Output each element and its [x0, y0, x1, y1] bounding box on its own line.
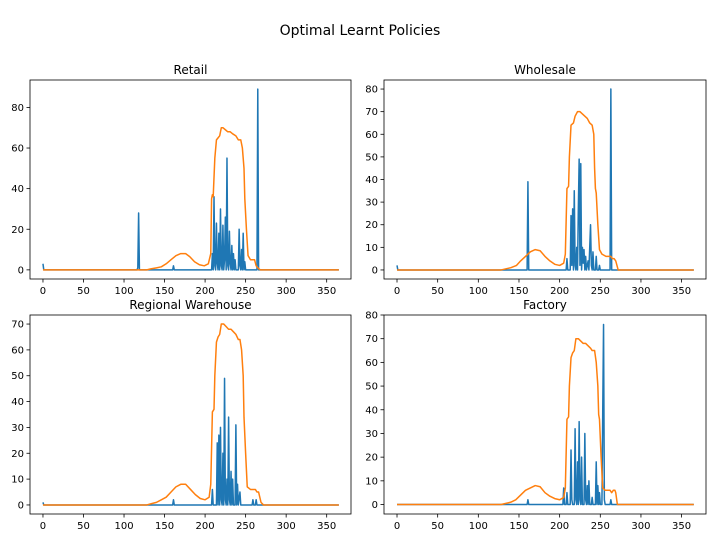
y-tick-label: 10 [11, 475, 24, 486]
x-tick-label: 350 [672, 286, 691, 297]
x-tick-label: 50 [431, 286, 444, 297]
y-tick-label: 60 [365, 130, 378, 141]
panel-title: Retail [174, 63, 208, 77]
x-tick-label: 150 [509, 286, 528, 297]
y-tick-label: 10 [365, 243, 378, 254]
y-tick-label: 50 [365, 152, 378, 163]
panel-title: Factory [523, 298, 567, 312]
x-tick-label: 0 [394, 521, 400, 532]
y-tick-label: 60 [11, 144, 24, 155]
x-tick-label: 100 [469, 521, 488, 532]
series-line-1 [396, 88, 694, 271]
y-tick-label: 20 [11, 225, 24, 236]
series-line-1 [397, 323, 694, 506]
series-line-2 [397, 337, 694, 506]
x-tick-label: 150 [509, 521, 528, 532]
y-tick-label: 0 [18, 265, 24, 276]
x-tick-label: 50 [77, 521, 90, 532]
axes-frame [383, 314, 707, 515]
series-line-2 [42, 126, 339, 271]
chart-panel-1: 0 50 100 150 200 250 300 350 0 20 40 60 80 Retail [11, 63, 352, 297]
y-tick-label: 50 [11, 371, 24, 382]
x-tick-label: 350 [317, 286, 336, 297]
x-tick-label: 100 [469, 286, 488, 297]
axes-frame [29, 79, 352, 280]
y-tick-label: 40 [365, 405, 378, 416]
x-tick-label: 250 [236, 521, 255, 532]
y-tick-label: 0 [372, 500, 378, 511]
chart-panel-2: 0 50 100 150 200 250 300 350 0 10 20 30 40 50 60 70 80 Wh… [365, 63, 707, 297]
y-tick-label: 0 [372, 265, 378, 276]
series-line-1 [42, 377, 339, 506]
y-tick-label: 70 [365, 107, 378, 118]
x-tick-label: 300 [631, 521, 650, 532]
figure-title: Optimal Learnt Policies [279, 23, 441, 39]
y-tick-label: 80 [365, 311, 378, 322]
series-line-2 [42, 323, 339, 506]
x-tick-label: 50 [431, 521, 444, 532]
y-tick-label: 80 [365, 85, 378, 96]
axes-frame [383, 79, 707, 280]
y-tick-label: 80 [11, 103, 24, 114]
x-tick-label: 300 [277, 521, 296, 532]
y-tick-label: 60 [365, 358, 378, 369]
x-tick-label: 350 [672, 521, 691, 532]
x-tick-label: 150 [155, 521, 174, 532]
y-tick-label: 70 [11, 320, 24, 331]
axes-frame [29, 314, 352, 515]
y-tick-label: 40 [11, 397, 24, 408]
series-line-2 [397, 110, 694, 271]
chart-panel-3: 0 50 100 150 200 250 300 350 0 10 20 30 40 50 60 70 Regi… [11, 298, 352, 532]
x-tick-label: 200 [550, 286, 569, 297]
y-tick-label: 30 [365, 198, 378, 209]
panel-title: Regional Warehouse [129, 298, 251, 312]
y-tick-label: 20 [365, 453, 378, 464]
x-tick-label: 250 [591, 286, 610, 297]
y-tick-label: 30 [365, 429, 378, 440]
x-tick-label: 0 [40, 286, 46, 297]
x-tick-label: 100 [114, 521, 133, 532]
x-tick-label: 100 [114, 286, 133, 297]
x-tick-label: 0 [394, 286, 400, 297]
y-tick-label: 0 [18, 500, 24, 511]
y-tick-label: 50 [365, 382, 378, 393]
chart-panel-4: 0 50 100 150 200 250 300 350 0 10 20 30 40 50 60 70 80 Fa… [365, 298, 707, 532]
x-tick-label: 250 [591, 521, 610, 532]
y-tick-label: 10 [365, 476, 378, 487]
x-tick-label: 350 [317, 521, 336, 532]
y-tick-label: 60 [11, 345, 24, 356]
x-tick-label: 250 [236, 286, 255, 297]
panel-title: Wholesale [514, 63, 576, 77]
x-tick-label: 200 [196, 286, 215, 297]
y-tick-label: 30 [11, 423, 24, 434]
x-tick-label: 300 [277, 286, 296, 297]
x-tick-label: 200 [550, 521, 569, 532]
x-tick-label: 0 [40, 521, 46, 532]
y-tick-label: 20 [365, 220, 378, 231]
x-tick-label: 50 [77, 286, 90, 297]
y-tick-label: 40 [11, 184, 24, 195]
x-tick-label: 300 [631, 286, 650, 297]
y-tick-label: 70 [365, 334, 378, 345]
series-line-1 [42, 88, 339, 271]
y-tick-label: 40 [365, 175, 378, 186]
x-tick-label: 150 [155, 286, 174, 297]
y-tick-label: 20 [11, 449, 24, 460]
x-tick-label: 200 [196, 521, 215, 532]
